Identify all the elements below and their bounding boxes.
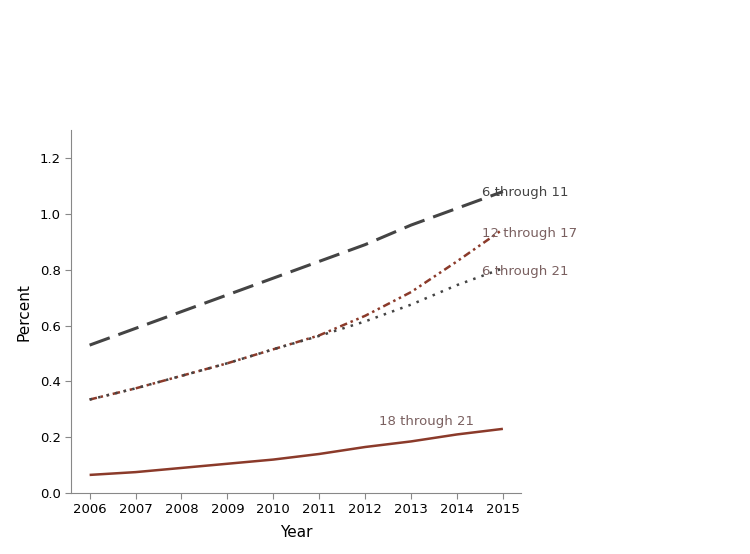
X-axis label: Year: Year — [280, 525, 313, 540]
Text: 6 through 11: 6 through 11 — [482, 187, 568, 199]
Text: Percentage of the population ages 6 through 21 served under IDEA, Part B,: Percentage of the population ages 6 thro… — [16, 25, 724, 43]
Y-axis label: Percent: Percent — [16, 283, 32, 341]
Text: , by year and age group: , by year and age group — [380, 93, 604, 111]
Text: autism: autism — [316, 93, 380, 111]
Text: 12 through 17: 12 through 17 — [482, 227, 578, 240]
Text: 6 through 21: 6 through 21 — [482, 265, 568, 278]
Text: 18 through 21: 18 through 21 — [379, 414, 474, 428]
Text: reported under the category of: reported under the category of — [16, 93, 316, 111]
